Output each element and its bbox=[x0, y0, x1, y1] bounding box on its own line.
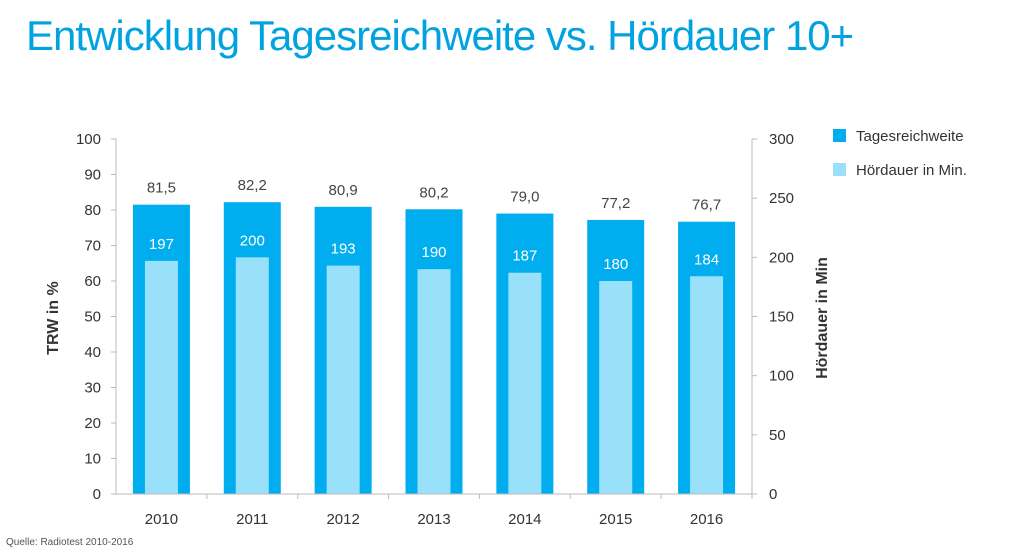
x-tick-label: 2010 bbox=[145, 511, 178, 528]
data-label-hoerdauer: 197 bbox=[149, 236, 174, 253]
y-tick-label: 60 bbox=[84, 273, 101, 290]
page-title: Entwicklung Tagesreichweite vs. Hördauer… bbox=[26, 12, 854, 59]
y2-axis-title: Hördauer in Min bbox=[814, 257, 831, 379]
bar-hoerdauer bbox=[235, 257, 269, 494]
x-tick-label: 2014 bbox=[508, 511, 541, 528]
data-label-tagesreichweite: 80,9 bbox=[329, 182, 358, 199]
legend: Tagesreichweite Hördauer in Min. bbox=[833, 128, 967, 179]
y2-tick-label: 150 bbox=[769, 309, 794, 326]
x-tick-label: 2015 bbox=[599, 511, 632, 528]
y-tick-label: 40 bbox=[84, 344, 101, 361]
bar-hoerdauer bbox=[144, 260, 178, 494]
y-tick-label: 70 bbox=[84, 238, 101, 255]
data-label-hoerdauer: 200 bbox=[240, 232, 265, 249]
data-label-hoerdauer: 190 bbox=[421, 244, 446, 261]
y2-tick-label: 50 bbox=[769, 427, 786, 444]
data-label-tagesreichweite: 80,2 bbox=[419, 184, 448, 201]
data-label-hoerdauer: 193 bbox=[331, 241, 356, 258]
data-label-tagesreichweite: 77,2 bbox=[601, 195, 630, 212]
y2-tick-label: 250 bbox=[769, 190, 794, 207]
source-note: Quelle: Radiotest 2010-2016 bbox=[6, 537, 134, 548]
legend-label-tagesreichweite: Tagesreichweite bbox=[856, 128, 964, 145]
y-tick-label: 0 bbox=[93, 486, 101, 503]
bar-hoerdauer bbox=[326, 265, 360, 494]
bar-hoerdauer bbox=[599, 281, 633, 494]
bar-hoerdauer bbox=[508, 272, 542, 494]
y2-tick-label: 100 bbox=[769, 368, 794, 385]
y-tick-label: 100 bbox=[76, 131, 101, 148]
y-tick-label: 20 bbox=[84, 415, 101, 432]
data-label-tagesreichweite: 79,0 bbox=[510, 189, 539, 206]
y-tick-label: 80 bbox=[84, 202, 101, 219]
y2-tick-label: 200 bbox=[769, 249, 794, 266]
y-tick-label: 10 bbox=[84, 451, 101, 468]
bar-hoerdauer bbox=[417, 269, 451, 494]
legend-swatch-hoerdauer bbox=[833, 163, 846, 176]
axes: 2010 2011 2012 2013 2014 2015 2016 0 10 20 30 40 50 6… bbox=[76, 131, 794, 528]
y-tick-label: 30 bbox=[84, 380, 101, 397]
data-label-hoerdauer: 184 bbox=[694, 251, 719, 268]
data-label-tagesreichweite: 76,7 bbox=[692, 197, 721, 214]
y2-tick-label: 0 bbox=[769, 486, 777, 503]
x-tick-label: 2013 bbox=[417, 511, 450, 528]
legend-label-hoerdauer: Hördauer in Min. bbox=[856, 162, 967, 179]
y2-tick-label: 300 bbox=[769, 131, 794, 148]
data-label-tagesreichweite: 81,5 bbox=[147, 180, 176, 197]
bar-hoerdauer bbox=[690, 276, 724, 494]
bars-hoerdauer bbox=[144, 257, 724, 494]
x-tick-label: 2012 bbox=[326, 511, 359, 528]
data-label-hoerdauer: 187 bbox=[512, 248, 537, 265]
y-tick-label: 50 bbox=[84, 309, 101, 326]
data-labels: 81,5 197 82,2 200 80,9 193 80,2 190 79,0 187 77,2 1… bbox=[147, 177, 721, 273]
y-tick-label: 90 bbox=[84, 167, 101, 184]
data-label-hoerdauer: 180 bbox=[603, 256, 628, 273]
data-label-tagesreichweite: 82,2 bbox=[238, 177, 267, 194]
legend-swatch-tagesreichweite bbox=[833, 129, 846, 142]
y-axis-title: TRW in % bbox=[45, 281, 62, 354]
x-tick-label: 2011 bbox=[236, 511, 268, 528]
x-tick-label: 2016 bbox=[690, 511, 723, 528]
